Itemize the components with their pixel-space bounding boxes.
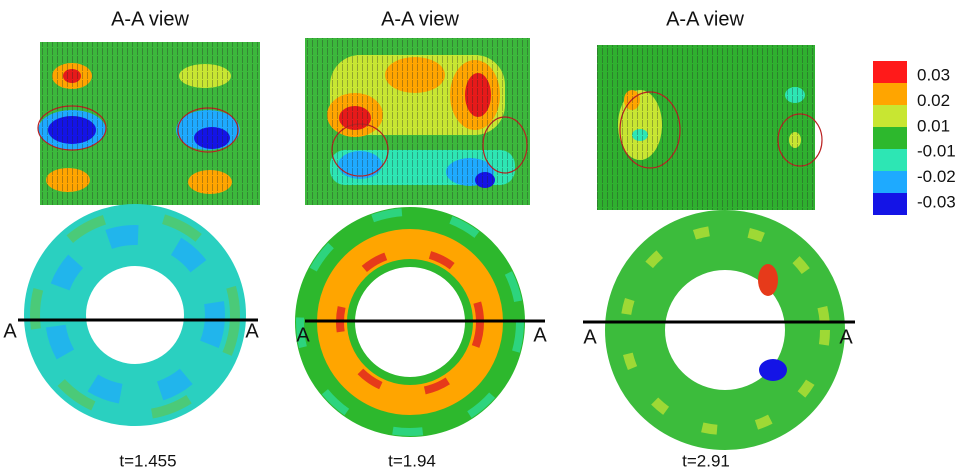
colorbar-label: -0.03 bbox=[917, 192, 956, 211]
colorbar-label: 0.03 bbox=[917, 65, 950, 84]
colorbar-swatch bbox=[873, 83, 907, 105]
colorbar-swatch bbox=[873, 105, 907, 127]
colorbar-swatch bbox=[873, 193, 907, 215]
time-label: t=1.455 bbox=[119, 451, 176, 470]
section-label: A bbox=[245, 320, 259, 342]
colorbar-label: -0.01 bbox=[917, 142, 956, 161]
panel-title: A-A view bbox=[666, 8, 744, 30]
vortex-ring-3 bbox=[625, 230, 825, 430]
section-label: A bbox=[533, 324, 547, 346]
colorbar-label: 0.02 bbox=[917, 91, 950, 110]
section-view-2 bbox=[305, 38, 530, 205]
figure: A-A view A At=1.455 A-A view A At=1.94 A-A vie… bbox=[0, 0, 969, 474]
section-view-1 bbox=[38, 42, 260, 205]
section-label: A bbox=[296, 324, 310, 346]
colorbar-swatch bbox=[873, 171, 907, 193]
time-label: t=2.91 bbox=[682, 451, 730, 470]
panel-title: A-A view bbox=[111, 8, 189, 30]
colorbar-label: -0.02 bbox=[917, 167, 956, 186]
panel-title: A-A view bbox=[381, 8, 459, 30]
section-label: A bbox=[583, 326, 597, 348]
time-label: t=1.94 bbox=[388, 451, 436, 470]
vortex-ring-1 bbox=[35, 215, 235, 415]
colorbar-swatch bbox=[873, 149, 907, 171]
section-label: A bbox=[3, 320, 17, 342]
colorbar-label: 0.01 bbox=[917, 116, 950, 135]
colorbar-swatch bbox=[873, 127, 907, 149]
colorbar-swatch bbox=[873, 61, 907, 83]
section-label: A bbox=[839, 326, 853, 348]
section-view-3 bbox=[597, 45, 822, 210]
page: A-A view A At=1.455 A-A view A At=1.94 A-A vie… bbox=[0, 0, 969, 474]
